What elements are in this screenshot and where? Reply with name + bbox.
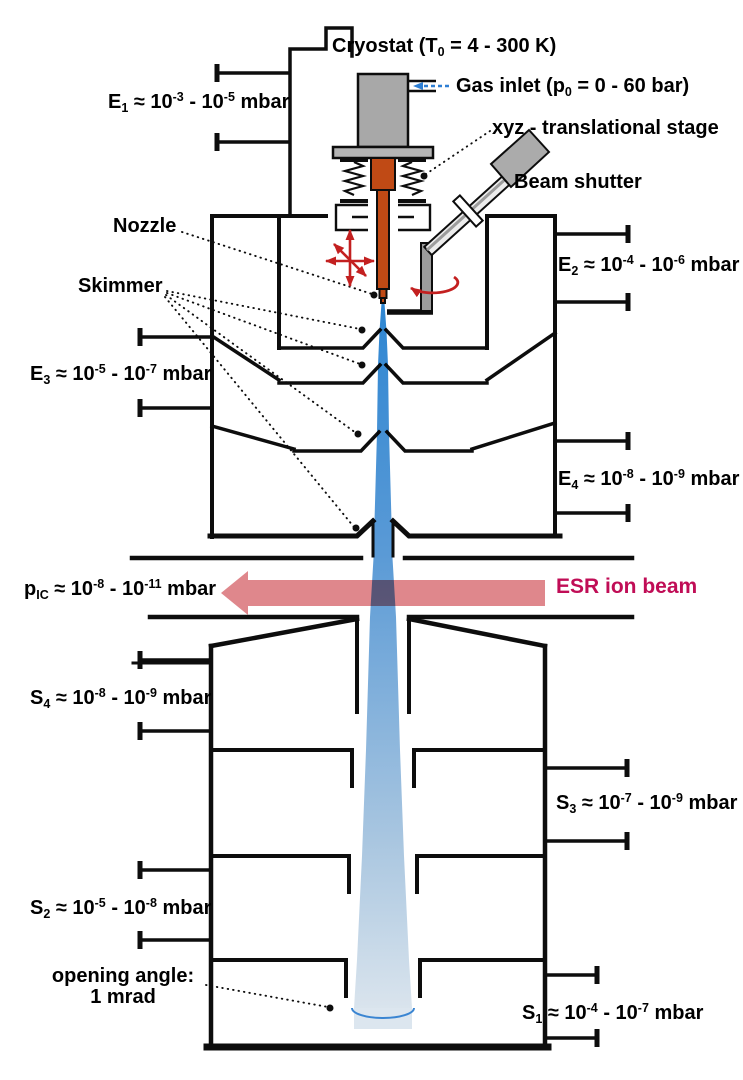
skimmer-dot-1 (358, 326, 366, 334)
skimmer-stack (207, 327, 563, 539)
nozzle-assembly (370, 157, 396, 304)
skimmer-leader-4 (164, 296, 355, 528)
bracket-right (398, 203, 432, 232)
bellows (340, 158, 426, 203)
e1-chamber-side-walls (277, 214, 489, 350)
pressure-label-s4: S4 ≈ 10-8 - 10-9 mbar (30, 686, 212, 711)
xyz-stage-dot (420, 172, 428, 180)
opening-angle-line2: 1 mrad (90, 986, 156, 1008)
nozzle-label: Nozzle (113, 215, 177, 237)
pressure-label-e4: E4 ≈ 10-8 - 10-9 mbar (558, 467, 740, 492)
nozzle-tip-block (378, 288, 388, 299)
skimmer-label: Skimmer (78, 275, 163, 297)
cryostat-body (356, 72, 410, 149)
s3-s2-wall (209, 854, 547, 894)
skimmer-dot-2 (358, 361, 366, 369)
jet-bottom-arc (351, 1007, 415, 1019)
bellows-plates (340, 158, 426, 203)
shutter-vertical-plate (420, 242, 433, 312)
xyz-stage-leader (425, 130, 491, 175)
opening-angle-leader (205, 984, 329, 1008)
shutter-handle (489, 128, 551, 189)
jet-cone (354, 303, 412, 1008)
diagram-title: Cryostat (T0 = 4 - 300 K) (332, 35, 557, 59)
skimmer-leader-2 (166, 292, 361, 365)
s4-s3-wall (209, 748, 547, 788)
skimmer-leader-3 (165, 294, 357, 434)
xyz-stage-label: xyz - translational stage (492, 117, 719, 139)
pressure-label-e3: E3 ≈ 10-5 - 10-7 mbar (30, 362, 212, 387)
gas-inlet-tube (408, 79, 449, 93)
pressure-label-s2: S2 ≈ 10-5 - 10-8 mbar (30, 896, 212, 921)
cryostat-assembly (331, 72, 449, 232)
pressure-label-s3: S3 ≈ 10-7 - 10-9 mbar (556, 791, 738, 816)
nozzle-dot (370, 291, 378, 299)
pump-ports (137, 64, 631, 1047)
gas-jet (351, 303, 415, 1029)
shutter-cross-flange (451, 193, 485, 229)
opening-angle-dot (326, 1004, 334, 1012)
opening-angle-label: opening angle: 1 mrad (48, 966, 198, 1008)
gas-inlet-label: Gas inlet (p0 = 0 - 60 bar) (456, 75, 690, 99)
skimmer-4 (207, 517, 563, 539)
motion-arrow-diagonal (333, 243, 367, 277)
vacuum-chamber-walls (129, 26, 635, 1051)
nozzle-tube-main (376, 189, 390, 290)
s2-s1-wall (209, 958, 547, 998)
leader-lines (164, 130, 491, 1008)
esr-ion-beam-label: ESR ion beam (556, 575, 698, 598)
skimmer-2 (277, 362, 489, 385)
pressure-label-pic: pIC ≈ 10-8 - 10-11 mbar (24, 577, 217, 602)
aperture-cone-marks (371, 522, 395, 558)
s4-funnel-horns (208, 616, 548, 649)
opening-angle-line1: opening angle: (51, 965, 195, 987)
leader-dots (326, 172, 428, 1012)
mounting-flange-plate (331, 145, 435, 160)
pressure-label-e2: E2 ≈ 10-4 - 10-6 mbar (558, 253, 740, 278)
pump-port-lines (140, 71, 628, 1040)
bellows-right-zigzag (398, 160, 426, 197)
nozzle-leader (181, 231, 373, 295)
beam-shutter-assembly (387, 128, 551, 315)
skimmer-dot-4 (352, 524, 360, 532)
s4-aperture-lips (355, 615, 411, 714)
funnel-1 (209, 330, 558, 383)
xyz-motion-arrows (325, 229, 375, 287)
beam-shutter-label: Beam shutter (514, 171, 642, 193)
pump-port-ticks (137, 64, 631, 1047)
nozzle-tip-nub (380, 297, 386, 304)
e1-outer-wall-left (288, 26, 354, 216)
shutter-rotation-arrow (410, 275, 460, 298)
skimmer-3 (292, 429, 474, 453)
skimmer-dot-3 (354, 430, 362, 438)
skimmer-leader-1 (166, 290, 361, 330)
nozzle-tube-upper (370, 157, 396, 191)
skimmer-1 (277, 327, 489, 350)
bellows-left-zigzag (340, 160, 368, 197)
bracket-left (334, 203, 368, 232)
gas-inlet-tube-lines (408, 79, 436, 93)
pressure-label-e1: E1 ≈ 10-3 - 10-5 mbar (108, 90, 290, 115)
funnel-2 (209, 420, 558, 452)
pressure-label-s1: S1 ≈ 10-4 - 10-7 mbar (522, 1001, 704, 1026)
